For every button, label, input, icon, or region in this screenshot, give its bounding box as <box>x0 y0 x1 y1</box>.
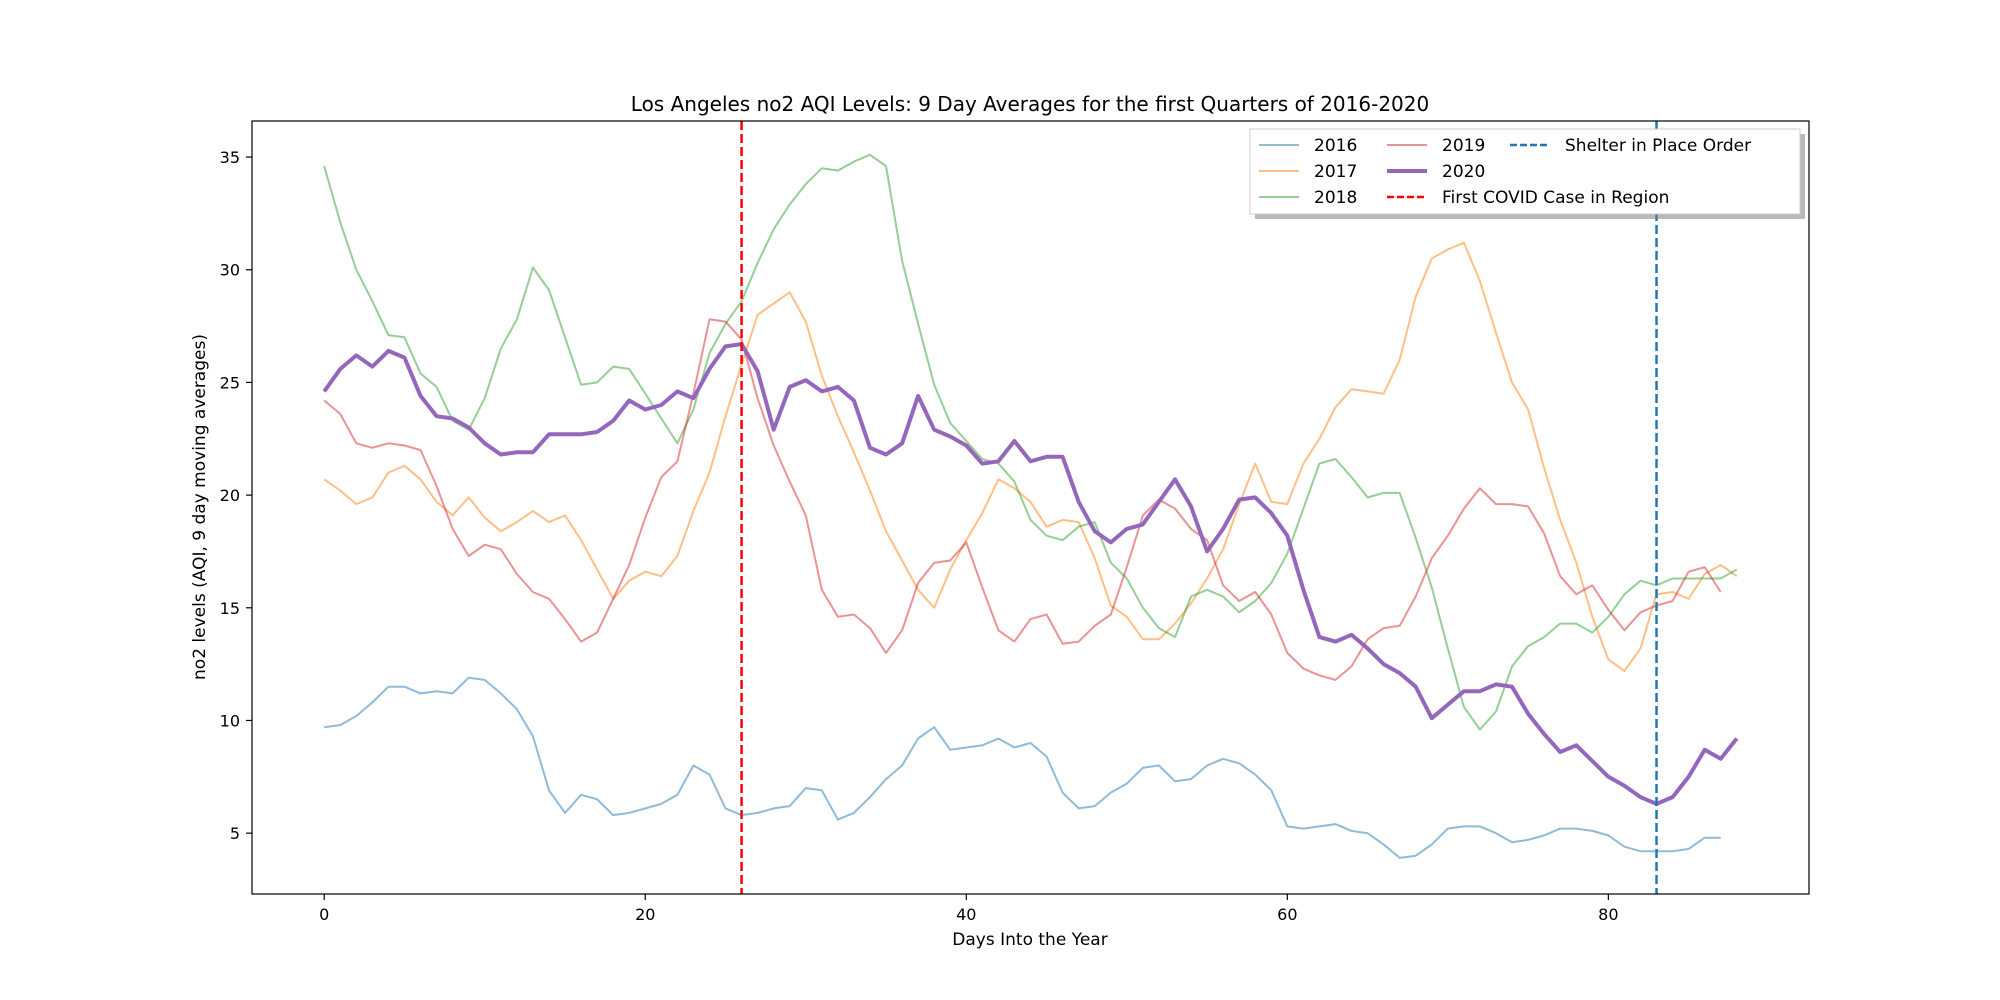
x-tick-label: 60 <box>1277 905 1297 924</box>
plot-frame <box>251 120 1810 895</box>
series-line-2017 <box>323 241 1738 672</box>
y-tick-label: 25 <box>220 373 240 392</box>
legend-label-5: First COVID Case in Region <box>1442 188 1669 208</box>
x-tick-label: 80 <box>1598 905 1618 924</box>
legend-label-0: 2016 <box>1314 136 1357 156</box>
legend-label-2: 2018 <box>1314 188 1357 208</box>
x-axis-ticks: 0 20 40 60 80 <box>319 894 1619 924</box>
legend: 2016 2017 2018 2019 2020 First COVID Case in … <box>1249 128 1805 219</box>
y-tick-label: 30 <box>220 261 240 280</box>
y-tick-label: 15 <box>220 599 240 618</box>
x-tick-label: 40 <box>956 905 976 924</box>
y-tick-label: 5 <box>230 824 240 843</box>
series-line-2016 <box>324 676 1721 859</box>
y-tick-label: 35 <box>220 148 240 167</box>
legend-box <box>1249 128 1801 215</box>
series-line-2018 <box>323 153 1738 731</box>
reference-lines <box>740 121 1658 894</box>
legend-label-4: 2020 <box>1442 162 1485 182</box>
x-tick-label: 20 <box>635 905 655 924</box>
y-axis-ticks: 5 10 15 20 25 30 35 <box>220 148 252 843</box>
x-tick-label: 0 <box>319 905 329 924</box>
series-line-2019 <box>323 318 1722 681</box>
legend-label-1: 2017 <box>1314 162 1357 182</box>
y-axis-label: no2 levels (AQI, 9 day moving averages) <box>190 334 210 680</box>
legend-label-3: 2019 <box>1442 136 1485 156</box>
plot-lines <box>322 153 1739 859</box>
y-tick-label: 20 <box>220 486 240 505</box>
x-axis-label: Days Into the Year <box>952 930 1107 950</box>
chart-title: Los Angeles no2 AQI Levels: 9 Day Averag… <box>631 92 1429 116</box>
legend-label-6: Shelter in Place Order <box>1565 136 1751 156</box>
y-tick-label: 10 <box>220 711 240 730</box>
series-line-2020 <box>322 342 1739 806</box>
